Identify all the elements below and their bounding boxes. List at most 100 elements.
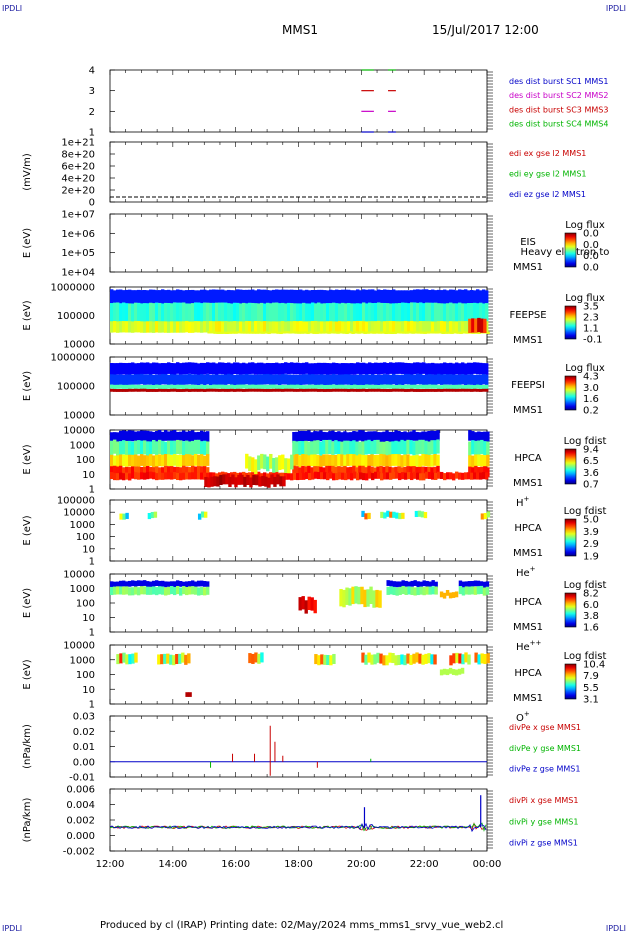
spectrogram-strip xyxy=(134,440,138,455)
spectrogram-strip xyxy=(425,363,429,375)
spectrogram-strip xyxy=(434,321,438,333)
spectrogram-strip xyxy=(455,388,459,392)
spectrogram-strip xyxy=(257,303,261,323)
spectrogram-strip xyxy=(392,384,396,389)
spectrogram-strip xyxy=(290,289,294,304)
spectrogram-strip xyxy=(164,302,168,323)
spectrogram-strip xyxy=(209,362,213,375)
spectrogram-strip xyxy=(467,388,471,392)
spectrogram-strip xyxy=(437,303,441,323)
spectrogram-strip xyxy=(273,476,277,487)
spectrogram-strip xyxy=(116,586,120,595)
spectrogram-strip xyxy=(392,586,396,596)
spectrogram-strip xyxy=(296,374,300,386)
spectrogram-strip xyxy=(188,472,192,480)
spectrogram-strip xyxy=(137,388,141,392)
spectrogram-strip xyxy=(206,586,210,595)
feepsi-band xyxy=(110,388,489,392)
spectrogram-strip xyxy=(185,466,189,476)
spectrogram-strip xyxy=(474,454,478,467)
spectrogram-strip xyxy=(380,473,384,481)
spectrogram-strip xyxy=(476,384,480,389)
spectrogram-strip xyxy=(375,331,379,334)
spectrogram-strip xyxy=(222,331,226,334)
spectrogram-strip xyxy=(468,455,472,468)
spectrogram-strip xyxy=(424,454,428,467)
spectrogram-strip xyxy=(254,384,258,389)
spectrogram-strip xyxy=(248,472,252,480)
spectrogram-strip xyxy=(158,586,162,595)
spectrogram-strip xyxy=(119,389,123,392)
spectrogram-strip xyxy=(418,432,422,443)
spectrogram-strip xyxy=(437,363,441,375)
spectrogram-strip xyxy=(319,455,323,468)
spectrogram-strip xyxy=(263,454,267,470)
spectrogram-strip xyxy=(433,466,437,477)
spectrogram-strip xyxy=(272,321,276,333)
colorbar-tick-label: 3.5 xyxy=(583,302,599,313)
spectrogram-strip xyxy=(430,654,434,665)
spectrogram-strip xyxy=(404,389,408,392)
spectrogram-strip xyxy=(364,467,368,477)
spectrogram-strip xyxy=(236,321,240,333)
spectrogram-strip xyxy=(167,321,171,333)
spectrogram-strip xyxy=(326,321,330,333)
spectrogram-strip xyxy=(191,321,195,333)
spectrogram-strip xyxy=(460,667,465,674)
spectrogram-strip xyxy=(216,331,220,335)
spectrogram-strip xyxy=(242,374,246,385)
spectrogram-strip xyxy=(299,384,303,390)
spectrogram-strip xyxy=(239,384,243,389)
spectrogram-strip xyxy=(116,363,120,375)
spectrogram-strip xyxy=(191,303,195,323)
spectrogram-strip xyxy=(155,362,159,375)
spectrogram-strip xyxy=(233,471,237,479)
spectrogram-strip xyxy=(282,476,286,487)
spectrogram-strip xyxy=(233,374,237,386)
spectrogram-strip xyxy=(458,374,462,386)
spectrogram-strip xyxy=(206,431,210,442)
x-tick-label: 20:00 xyxy=(347,859,376,870)
legend-entry: des dist burst SC1 MMS1 xyxy=(509,77,608,86)
spectrogram-strip xyxy=(122,652,126,663)
spectrogram-strip xyxy=(308,388,312,392)
mission-title: MMS1 xyxy=(282,23,318,37)
spectrogram-strip xyxy=(197,439,201,454)
spectrogram-strip xyxy=(340,441,344,456)
spectrogram-strip xyxy=(313,599,317,614)
spectrogram-strip xyxy=(415,652,419,663)
legend-entry: edi ez gse l2 MMS1 xyxy=(509,190,586,199)
spectrogram-strip xyxy=(455,362,459,375)
spectrogram-strip xyxy=(266,388,270,392)
spectrogram-strip xyxy=(316,454,320,467)
spectrogram-strip xyxy=(479,472,483,480)
spectrogram-strip xyxy=(318,331,322,334)
spectrogram-strip xyxy=(470,581,475,587)
y-tick-label: -0.002 xyxy=(63,847,95,858)
y-tick-label: 8e+20 xyxy=(61,150,95,161)
spectrogram-strip xyxy=(200,362,204,375)
colorbar-tick-label: 3.9 xyxy=(583,527,599,538)
spectrogram-strip xyxy=(140,472,144,480)
spectrogram-strip xyxy=(134,454,138,467)
spectrogram-strip xyxy=(382,431,386,443)
spectrogram-strip xyxy=(269,321,273,333)
spectrogram-strip xyxy=(388,652,392,663)
spectrogram-strip xyxy=(403,454,407,467)
spectrogram-strip xyxy=(410,374,414,385)
spectrogram-strip xyxy=(125,363,129,375)
spectrogram-strip xyxy=(406,466,410,476)
spectrogram-strip xyxy=(353,363,357,375)
spectrogram-strip xyxy=(131,466,135,476)
spectrogram-strip xyxy=(302,472,306,480)
spectrogram-strip xyxy=(363,331,367,334)
spectrogram-strip xyxy=(281,472,285,480)
spectrogram-strip xyxy=(266,362,270,375)
spectrogram-strip xyxy=(470,303,474,323)
spectrogram-strip xyxy=(320,374,324,385)
spectrogram-strip xyxy=(209,302,213,323)
spectrogram-strip xyxy=(113,363,117,375)
spectrogram-strip xyxy=(296,384,300,389)
spectrogram-strip xyxy=(176,289,180,304)
spectrogram-strip xyxy=(378,331,382,334)
